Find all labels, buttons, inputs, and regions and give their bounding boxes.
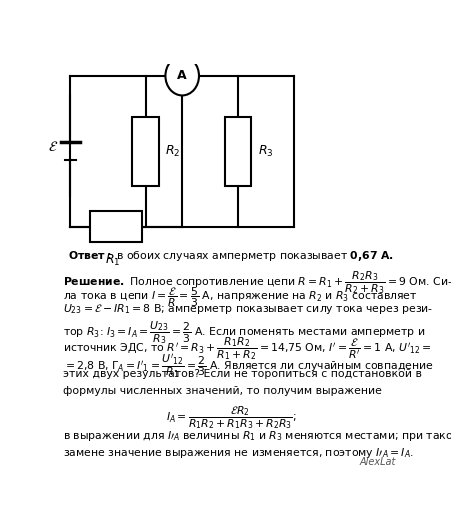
Bar xyxy=(90,211,142,242)
Text: тор $R_3$: $I_3 = I_A = \dfrac{U_{23}}{R_3} = \dfrac{2}{3}$ А. Если поменять мес: тор $R_3$: $I_3 = I_A = \dfrac{U_{23}}{R… xyxy=(63,319,426,346)
Text: $R_1$: $R_1$ xyxy=(105,253,120,268)
Circle shape xyxy=(166,56,199,95)
Text: этих двух результатов? Если не торопиться с подстановкой в: этих двух результатов? Если не торопитьс… xyxy=(63,369,422,379)
Text: формулы численных значений, то получим выражение: формулы численных значений, то получим в… xyxy=(63,386,382,396)
Text: A: A xyxy=(177,69,187,82)
Text: $R_2$: $R_2$ xyxy=(165,144,180,159)
Text: в выражении для $I\prime_A$ величины $R_1$ и $R_3$ меняются местами; при такой: в выражении для $I\prime_A$ величины $R_… xyxy=(63,429,451,443)
Bar xyxy=(132,117,159,186)
Text: $\mathbf{Ответ:}$ в обоих случаях амперметр показывает $\mathbf{0{,}67}$ $\mathb: $\mathbf{Ответ:}$ в обоих случаях амперм… xyxy=(68,249,394,263)
Text: AlexLat: AlexLat xyxy=(359,457,396,467)
Text: $\mathcal{E}$: $\mathcal{E}$ xyxy=(48,140,58,154)
Bar xyxy=(225,117,251,186)
Text: замене значение выражения не изменяется, поэтому $I\prime_A = I_A$.: замене значение выражения не изменяется,… xyxy=(63,446,414,460)
Text: $U_{23} = \mathcal{E} - IR_1 = 8$ В; амперметр показывает силу тока через рези-: $U_{23} = \mathcal{E} - IR_1 = 8$ В; амп… xyxy=(63,302,434,316)
Text: $\mathbf{Решение.}$ Полное сопротивление цепи $R = R_1 + \dfrac{R_2R_3}{R_2+R_3}: $\mathbf{Решение.}$ Полное сопротивление… xyxy=(63,269,451,296)
Text: $R_3$: $R_3$ xyxy=(258,144,273,159)
Text: источник ЭДС, то $R' = R_3 + \dfrac{R_1R_2}{R_1+R_2} = 14{,}75$ Ом, $I' = \dfrac: источник ЭДС, то $R' = R_3 + \dfrac{R_1R… xyxy=(63,335,432,363)
Text: $I_A = \dfrac{\mathcal{E}R_2}{R_1R_2 + R_1R_3 + R_2R_3}$;: $I_A = \dfrac{\mathcal{E}R_2}{R_1R_2 + R… xyxy=(166,404,296,431)
Text: $= 2{,}8$ В, $\Gamma_A = I'_1 = \dfrac{U'_{12}}{R_1} = \dfrac{2}{3}$ А. Является: $= 2{,}8$ В, $\Gamma_A = I'_1 = \dfrac{U… xyxy=(63,352,434,380)
Text: ла тока в цепи $I = \dfrac{\mathcal{E}}{R} = \dfrac{5}{3}$ А, напряжение на $R_2: ла тока в цепи $I = \dfrac{\mathcal{E}}{… xyxy=(63,285,418,308)
